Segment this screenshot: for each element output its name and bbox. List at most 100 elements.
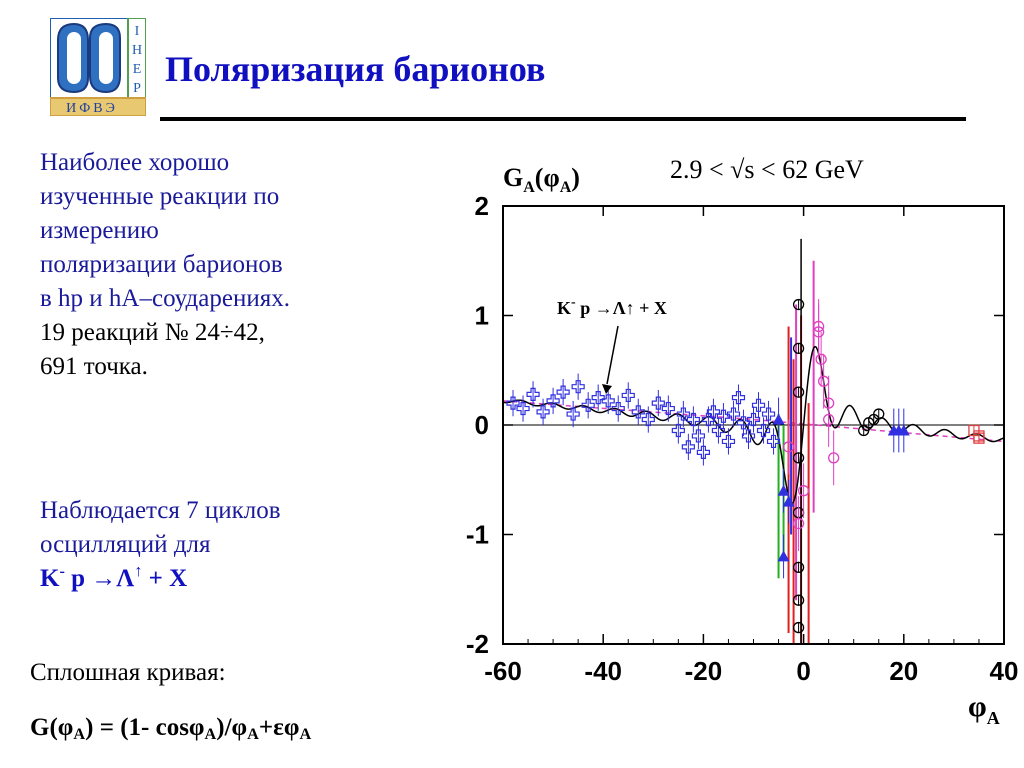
intro-line: изученные реакции по [40,183,280,210]
annotation-arrowhead [602,384,612,394]
data-point [751,398,766,412]
data-point [746,412,761,427]
data-point [858,424,870,437]
data-point [726,407,741,421]
data-point [721,434,736,449]
data-point [681,440,695,454]
x-tick-label: 0 [796,656,810,686]
data-point [812,326,825,338]
logo-letter-4: P [133,81,141,96]
y-tick-label: 0 [475,410,489,440]
stats-line: 19 реакций № 24÷42, [40,319,265,346]
data-point [792,561,805,573]
data-point [792,517,805,530]
data-point [782,495,795,507]
data-point [631,405,645,419]
logo-letter-2: H [132,43,142,58]
data-point [777,550,790,562]
data-point [686,412,700,427]
data-point [823,413,835,426]
data-point [701,412,716,427]
data-point [792,342,805,355]
data-point [736,416,751,430]
intro-line: измерению [40,217,159,244]
x-tick-label: -40 [584,656,622,686]
data-point [828,452,840,464]
data-point [536,405,550,419]
x-tick-label: -60 [484,656,522,686]
data-point [546,394,560,408]
data-point [691,429,705,443]
oscillation-line: осцилляций для [40,531,211,558]
data-point [973,432,985,444]
data-point [897,424,910,436]
data-point [873,408,885,420]
y-tick-label: 1 [475,301,489,331]
ihep-logo: I H E P ИФВЭ [50,18,146,116]
data-point [756,423,771,438]
oscillation-line: Наблюдается 7 циклов [40,497,281,524]
oscillation-paragraph: Наблюдается 7 циклов осцилляций для K- p… [40,494,420,596]
data-point [566,407,580,421]
logo-letter-3: E [133,62,142,77]
intro-line: Наиболее хорошо [40,149,230,176]
reaction-annotation: K- p →Λ↑ + X [557,295,667,318]
curve-label: Сплошная кривая: [30,659,226,686]
x-tick-label: -20 [685,656,723,686]
data-point [651,396,665,410]
data-point [792,298,805,311]
logo-bottom-text: ИФВЭ [66,101,118,116]
data-point [516,401,530,416]
model-curve [502,345,1004,505]
y-tick-label: -2 [466,629,489,659]
plot-frame [502,205,1005,645]
data-point [716,409,731,423]
data-point [792,386,805,398]
page-title: Поляризация барионов [165,49,546,89]
data-point [526,387,540,401]
x-tick-label: 40 [990,656,1019,686]
data-point [506,396,520,410]
data-point [782,441,795,453]
y-tick-label: -1 [466,520,489,550]
data-point [772,413,785,425]
stats-line: 691 точка. [40,353,148,380]
intro-line: поляризации барионов [40,251,283,278]
data-point [731,391,746,405]
data-point [777,484,790,496]
y-tick-label: 2 [475,191,489,221]
data-point [556,385,570,399]
data-point [621,388,635,403]
data-point [581,398,595,412]
data-point [661,401,675,416]
x-tick-label: 20 [889,656,918,686]
data-point [571,380,585,394]
data-point [741,429,756,443]
data-point [815,353,827,365]
logo-letter-1: I [135,24,140,39]
data-point [601,394,615,408]
data-point [611,401,625,416]
data-point [792,594,805,606]
data-point [792,621,805,634]
data-point [766,434,781,449]
data-point [676,407,690,421]
title-divider [160,117,966,121]
intro-line: в hp и hA–соударениях. [40,285,290,312]
data-point [641,412,655,427]
data-point [711,423,726,438]
annotation-arrow [606,325,619,385]
data-point [591,391,605,405]
x-axis-label: φA [968,690,1000,728]
data-point [761,407,776,421]
intro-paragraph: Наиболее хорошо изученные реакции по изм… [40,146,420,384]
data-point [696,445,710,459]
curve-formula: G(φA) = (1- cosφA)/φA+εφA [30,714,312,743]
energy-range-label: 2.9 < √s < 62 GeV [670,155,864,184]
y-axis-label: GA(φA) [503,163,580,196]
data-point [792,452,805,464]
data-point [671,423,685,438]
data-point [797,485,810,497]
reaction-formula: K- p →Λ↑ + X [40,562,188,592]
